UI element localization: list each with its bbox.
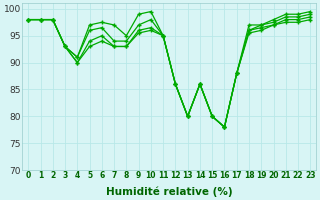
- X-axis label: Humidité relative (%): Humidité relative (%): [106, 186, 233, 197]
